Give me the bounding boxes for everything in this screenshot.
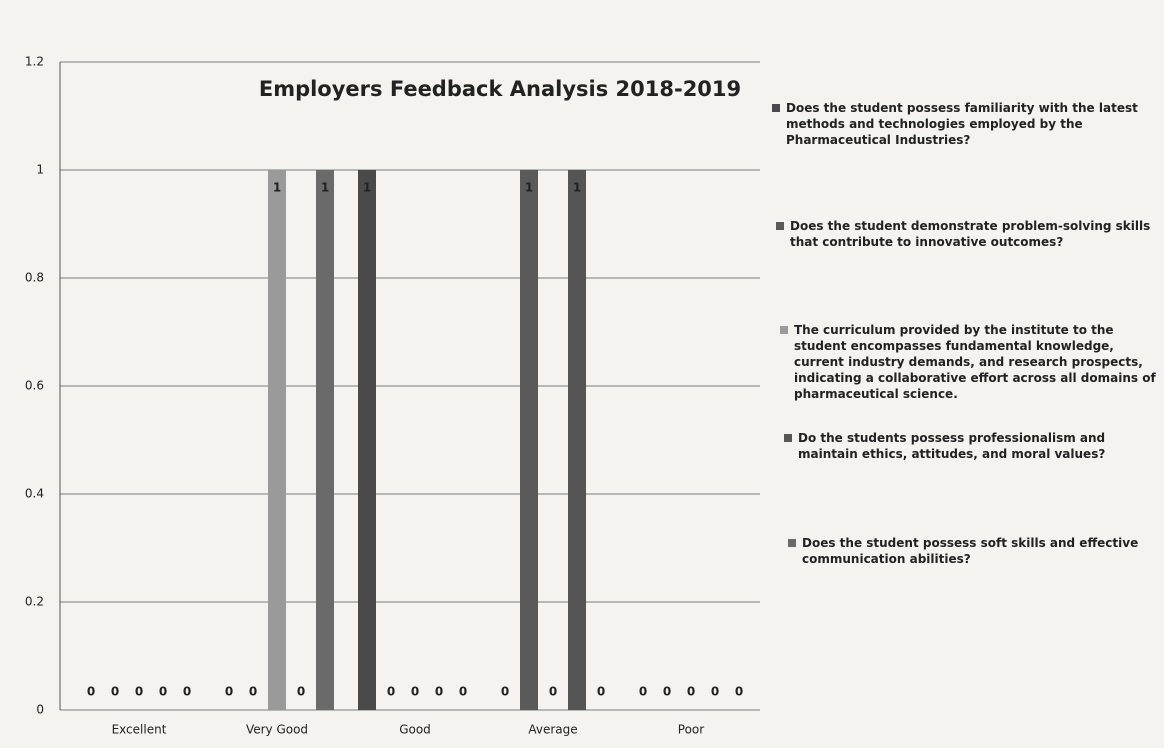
legend-item: Does the student demonstrate problem-sol… — [776, 218, 1156, 250]
data-label: 0 — [387, 685, 395, 699]
legend-swatch — [776, 222, 784, 230]
legend-item: Do the students possess professionalism … — [784, 430, 1164, 462]
data-label: 0 — [597, 685, 605, 699]
data-label: 0 — [663, 685, 671, 699]
legend-swatch — [784, 434, 792, 442]
data-label: 0 — [183, 685, 191, 699]
x-tick-label: Excellent — [112, 723, 167, 737]
bar — [520, 170, 538, 710]
legend-swatch — [780, 326, 788, 334]
data-label: 0 — [159, 685, 167, 699]
legend-swatch — [772, 104, 780, 112]
legend-item: The curriculum provided by the institute… — [780, 322, 1160, 402]
data-label: 0 — [711, 685, 719, 699]
legend-label: Does the student possess soft skills and… — [802, 536, 1139, 566]
legend-label: Do the students possess professionalism … — [798, 431, 1106, 461]
data-label: 0 — [249, 685, 257, 699]
data-label: 0 — [135, 685, 143, 699]
y-tick-label: 1 — [36, 163, 44, 177]
bar — [268, 170, 286, 710]
data-label: 0 — [435, 685, 443, 699]
data-label: 1 — [363, 181, 371, 195]
data-label: 0 — [111, 685, 119, 699]
data-label: 0 — [411, 685, 419, 699]
x-tick-label: Poor — [678, 723, 704, 737]
data-label: 1 — [525, 181, 533, 195]
legend-label: The curriculum provided by the institute… — [794, 323, 1156, 401]
data-label: 1 — [273, 181, 281, 195]
data-label: 1 — [573, 181, 581, 195]
data-label: 0 — [501, 685, 509, 699]
data-label: 0 — [225, 685, 233, 699]
data-label: 0 — [735, 685, 743, 699]
y-tick-label: 0.4 — [25, 487, 44, 501]
y-tick-label: 0.6 — [25, 379, 44, 393]
y-tick-label: 1.2 — [25, 55, 44, 69]
data-label: 0 — [459, 685, 467, 699]
data-label: 0 — [87, 685, 95, 699]
x-tick-label: Good — [399, 723, 431, 737]
data-label: 0 — [687, 685, 695, 699]
data-label: 0 — [297, 685, 305, 699]
bar — [568, 170, 586, 710]
x-tick-label: Very Good — [246, 723, 308, 737]
bar — [358, 170, 376, 710]
legend-label: Does the student demonstrate problem-sol… — [790, 219, 1151, 249]
legend-item: Does the student possess familiarity wit… — [772, 100, 1152, 148]
data-label: 0 — [549, 685, 557, 699]
data-label: 1 — [321, 181, 329, 195]
x-tick-label: Average — [528, 723, 577, 737]
y-tick-label: 0.8 — [25, 271, 44, 285]
y-tick-label: 0.2 — [25, 595, 44, 609]
legend-label: Does the student possess familiarity wit… — [786, 101, 1138, 147]
bar — [316, 170, 334, 710]
y-tick-label: 0 — [36, 703, 44, 717]
legend-item: Does the student possess soft skills and… — [788, 535, 1164, 567]
chart-title: Employers Feedback Analysis 2018-2019 — [259, 77, 741, 101]
legend-swatch — [788, 539, 796, 547]
data-label: 0 — [639, 685, 647, 699]
